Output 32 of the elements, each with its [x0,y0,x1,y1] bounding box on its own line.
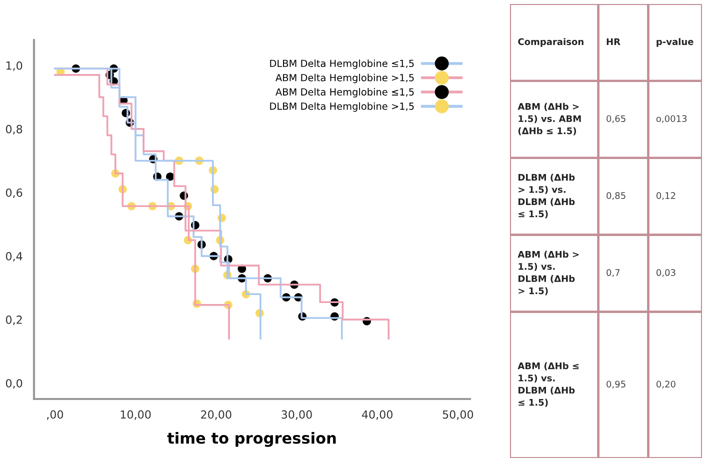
legend-label: DLBM Delta Hemglobine ≤1,5 [270,60,414,69]
x-tick-label: 50,00 [442,410,474,420]
text: HR [606,38,620,45]
text: p-value [656,38,694,47]
y-tick-label: 1,0 [6,61,22,71]
y-tick-label: 0,2 [6,316,22,326]
text: 0,03 [656,269,676,277]
text: Comparaison [518,38,584,47]
text: 0,7 [606,269,620,277]
text: ABM (ΔHb ≤ 1.5) vs. DLBM (ΔHb ≤ 1.5) [518,362,579,407]
x-axis-title: time to progression [167,432,336,447]
x-tick-label: 10,00 [120,410,151,420]
text: DLBM (ΔHb > 1.5) vs. DLBM (ΔHb ≤ 1.5) [518,174,575,218]
y-tick-label: 0,8 [6,124,22,134]
text: o,0013 [656,115,687,123]
x-tick-label: ,00 [46,410,64,420]
text: 0,20 [656,380,676,388]
x-tick-label: 20,00 [201,410,232,420]
y-tick-label: 0,0 [6,379,22,389]
text: 0,85 [606,192,626,200]
text: 0,65 [606,115,626,123]
x-tick-label: 40,00 [362,410,392,420]
legend-label: DLBM Delta Hemglobine >1,5 [270,102,414,112]
legend-label: ABM Delta Hemglobine >1,5 [276,74,414,84]
text: 0,95 [606,380,626,388]
text: ABM (ΔHb > 1.5) vs. ABM (ΔHb ≤ 1.5) [518,102,581,136]
y-tick-label: 0,4 [6,252,22,262]
x-tick-label: 30,00 [282,410,312,420]
legend-label: ABM Delta Hemglobine ≤1,5 [276,88,414,98]
y-tick-label: 0,6 [6,188,22,198]
text: 0,12 [656,192,676,200]
text: ABM (ΔHb > 1.5) vs. DLBM (ΔHb > 1.5) [518,250,579,296]
